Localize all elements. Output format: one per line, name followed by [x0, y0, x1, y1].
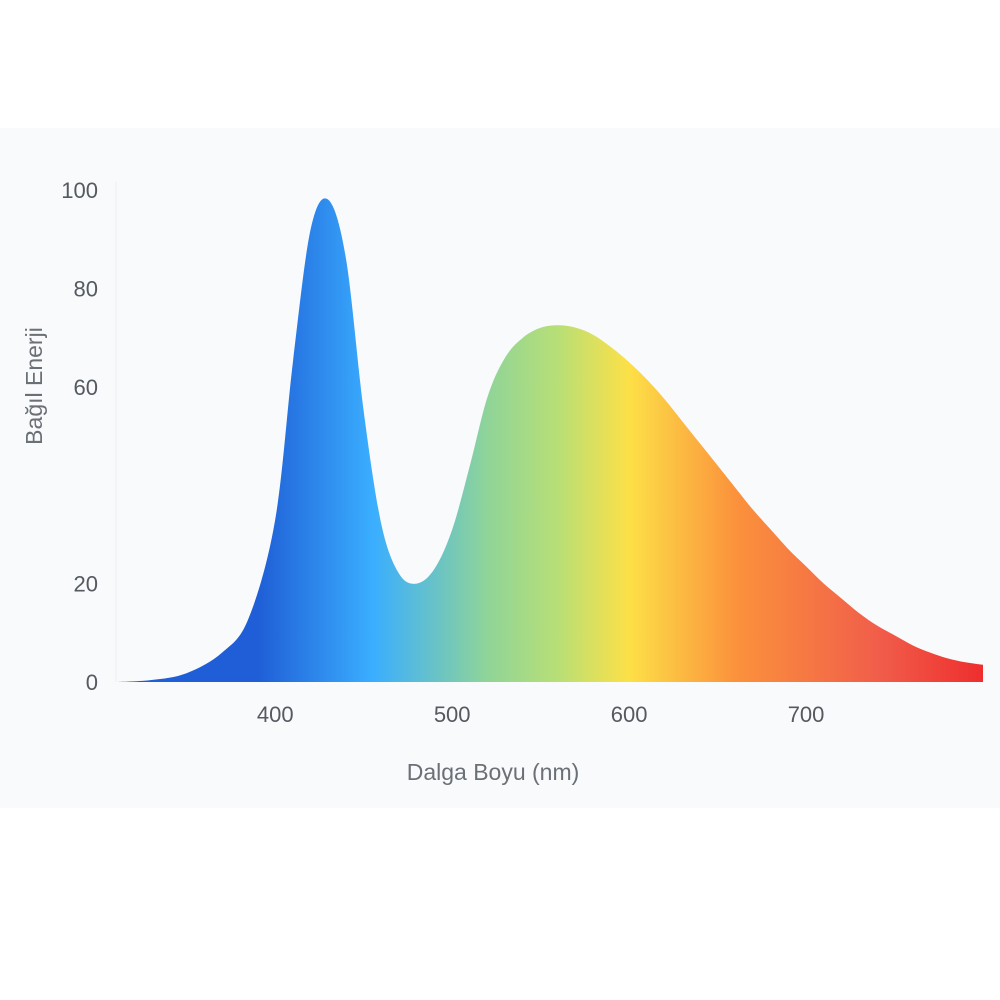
y-tick-label: 0: [86, 670, 98, 695]
x-tick-label: 400: [257, 702, 294, 727]
x-tick-labels: 400 500 600 700: [257, 702, 825, 727]
x-tick-label: 500: [434, 702, 471, 727]
y-tick-label: 100: [61, 178, 98, 203]
y-tick-label: 80: [74, 276, 98, 301]
x-tick-label: 700: [788, 702, 825, 727]
y-tick-label: 20: [74, 572, 98, 597]
x-axis-label: Dalga Boyu (nm): [407, 759, 580, 785]
y-axis-label: Bağıl Enerji: [21, 327, 47, 445]
x-tick-label: 600: [611, 702, 648, 727]
spectrum-area: [116, 198, 983, 682]
y-tick-label: 60: [74, 375, 98, 400]
y-tick-labels: 0 20 60 80 100: [61, 178, 98, 695]
